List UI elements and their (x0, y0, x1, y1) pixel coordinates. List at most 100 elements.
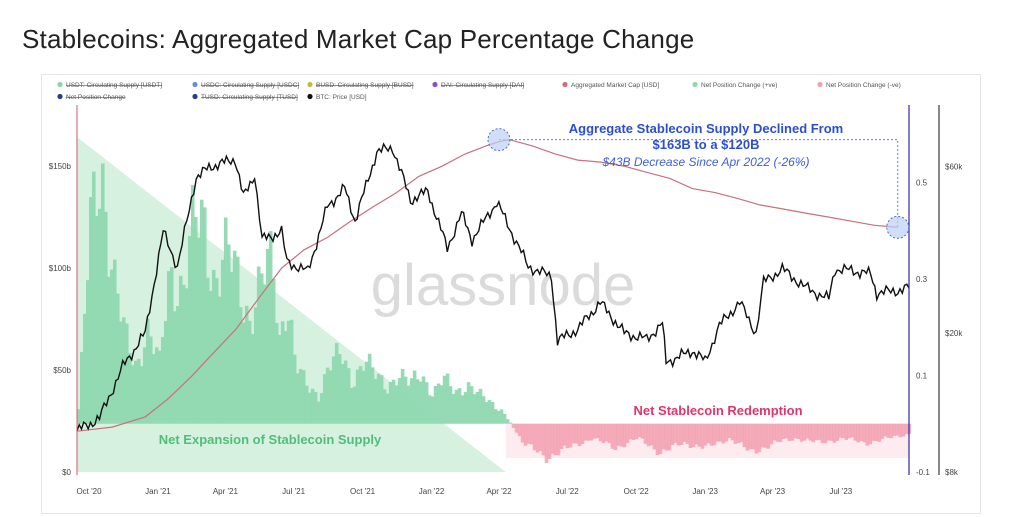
net-position-bar-negative (862, 423, 867, 443)
net-position-bar-negative (886, 423, 891, 438)
x-tick-label: Apr '23 (760, 487, 786, 496)
net-position-bar-negative (712, 423, 717, 446)
net-position-bar-negative (535, 423, 540, 453)
net-position-bar-positive (313, 391, 318, 424)
legend-item[interactable]: USDT: Circulating Supply [USDT] (57, 81, 162, 89)
net-position-bar-negative (799, 423, 804, 442)
legend-item[interactable]: Net Position Change (-ve) (817, 81, 901, 89)
net-position-bar-negative (865, 423, 870, 446)
net-position-bar-negative (673, 423, 678, 443)
stablecoin-chart: USDT: Circulating Supply [USDT] USDC: Cir… (49, 81, 963, 496)
net-position-bar-positive (148, 336, 153, 424)
legend-item[interactable]: DAI: Circulating Supply [DAI] (432, 81, 524, 89)
net-position-bar-negative (841, 423, 846, 439)
net-position-bar-negative (850, 423, 855, 438)
x-tick-label: Jul '21 (282, 487, 305, 496)
net-position-bar-negative (670, 423, 675, 446)
net-position-bar-positive (271, 278, 276, 424)
y-left-tick-label: $100b (49, 264, 72, 273)
headline-line-1: Aggregate Stablecoin Supply Declined Fro… (569, 121, 844, 136)
net-position-bar-positive (376, 373, 381, 424)
net-position-bar-positive (436, 383, 441, 424)
redemption-label: Net Stablecoin Redemption (633, 403, 802, 418)
net-position-bar-negative (895, 423, 900, 436)
y-right-tick-label: $20k (945, 329, 963, 338)
net-position-bar-positive (319, 393, 324, 424)
net-position-bar-negative (766, 423, 771, 449)
net-position-bar-positive (220, 259, 225, 424)
legend-item[interactable]: USDC: Circulating Supply [USDC] (192, 81, 299, 89)
legend-swatch (692, 81, 698, 88)
net-position-bar-negative (577, 423, 582, 447)
net-position-bar-positive (154, 347, 159, 424)
net-position-bar-positive (403, 376, 408, 424)
net-position-bar-positive (400, 368, 405, 424)
x-tick-label: Oct '20 (76, 487, 102, 496)
net-position-bar-positive (196, 237, 201, 424)
net-position-bar-positive (163, 321, 168, 424)
net-position-bar-negative (625, 423, 630, 444)
net-position-bar-negative (901, 423, 906, 437)
net-position-bar-positive (202, 207, 207, 424)
net-position-bar-positive (115, 293, 120, 424)
net-position-bar-positive (172, 311, 177, 424)
legend-item[interactable]: Net Position Change (+ve) (692, 81, 777, 89)
net-position-bar-negative (745, 423, 750, 451)
net-position-bar-positive (499, 409, 504, 424)
net-position-bar-negative (613, 423, 618, 450)
net-position-bar-positive (490, 401, 495, 424)
net-position-bar-negative (544, 423, 549, 464)
legend-label: TUSD: Circulating Supply [TUSD] (201, 94, 298, 101)
net-position-bar-negative (547, 423, 552, 460)
legend-label: BTC: Price [USD] (316, 94, 367, 101)
net-position-bar-negative (532, 423, 537, 451)
net-position-bar-positive (379, 375, 384, 424)
net-position-bar-positive (451, 393, 456, 424)
legend-item[interactable]: TUSD: Circulating Supply [TUSD] (192, 93, 298, 101)
net-position-bar-positive (184, 288, 189, 424)
legend-swatch (307, 93, 313, 100)
legend-label: USDC: Circulating Supply [USDC] (201, 82, 299, 89)
net-position-bar-positive (415, 379, 420, 424)
net-position-bar-negative (517, 423, 522, 437)
legend-label: Net Position Change (-ve) (826, 82, 901, 89)
net-position-bar-negative (616, 423, 621, 446)
net-position-bar-positive (442, 375, 447, 424)
legend-item[interactable]: BTC: Price [USD] (307, 93, 367, 101)
net-position-bar-positive (268, 231, 273, 424)
net-position-bar-positive (214, 278, 219, 424)
net-position-bar-negative (709, 423, 714, 446)
x-tick-label: Oct '21 (350, 487, 376, 496)
net-position-bar-positive (253, 307, 258, 424)
net-position-bar-negative (700, 423, 705, 449)
net-position-bar-positive (283, 331, 288, 424)
net-position-bar-positive (484, 402, 489, 424)
net-position-bar-positive (193, 217, 198, 424)
net-position-bar-positive (427, 395, 432, 424)
page-title: Stablecoins: Aggregated Market Cap Perce… (22, 24, 695, 54)
net-position-bar-positive (430, 396, 435, 424)
legend-item[interactable]: Net Position Change (57, 93, 126, 101)
legend-item[interactable]: BUSD: Circulating Supply [BUSD] (307, 81, 414, 89)
net-position-bar-positive (205, 277, 210, 424)
peak-highlight-circle (487, 128, 511, 152)
x-tick-label: Jan '23 (692, 487, 718, 496)
legend-item[interactable]: Aggregated Market Cap [USD] (562, 81, 659, 89)
net-position-bar-negative (589, 423, 594, 441)
net-position-bar-negative (622, 423, 627, 448)
net-position-bar-positive (91, 171, 96, 424)
x-tick-label: Apr '21 (213, 487, 239, 496)
net-position-bar-negative (814, 423, 819, 441)
net-position-bar-positive (187, 236, 192, 424)
net-position-bar-negative (595, 423, 600, 439)
net-position-bar-negative (847, 423, 852, 439)
net-position-bar-positive (448, 386, 453, 424)
net-position-bar-negative (844, 423, 849, 440)
net-position-bar-positive (121, 317, 126, 424)
net-position-bar-positive (175, 306, 180, 424)
net-position-bar-positive (322, 374, 327, 424)
net-position-bar-negative (685, 423, 690, 444)
net-position-bar-negative (802, 423, 807, 441)
net-position-bar-negative (835, 423, 840, 441)
net-position-bar-positive (232, 250, 237, 424)
